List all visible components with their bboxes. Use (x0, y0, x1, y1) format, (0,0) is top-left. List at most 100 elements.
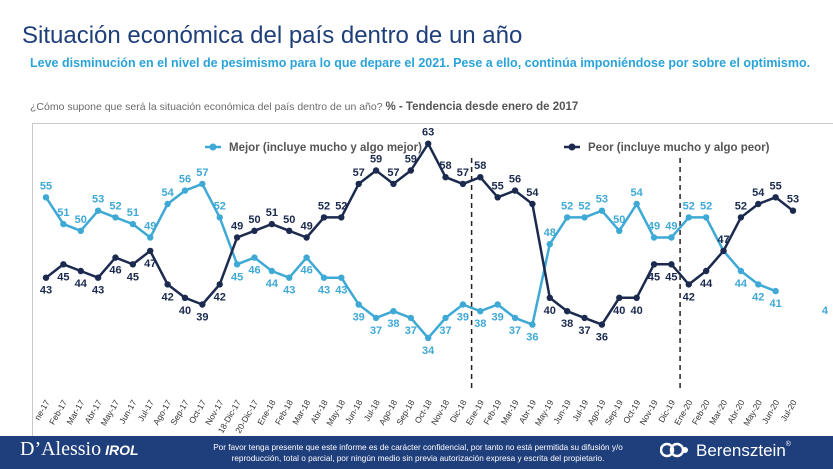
data-point (494, 301, 501, 308)
data-point (233, 234, 241, 241)
data-point (668, 234, 675, 241)
data-point (390, 180, 397, 188)
data-point (42, 194, 50, 201)
dalessio-logo-text: D’Alessio (20, 438, 102, 460)
data-point (338, 214, 345, 221)
data-point (459, 180, 467, 188)
data-label: 57 (387, 167, 399, 179)
data-label: 43 (283, 285, 295, 297)
data-point (164, 281, 171, 288)
data-point (424, 334, 432, 342)
data-label: 52 (700, 200, 712, 212)
data-label: 54 (631, 187, 644, 199)
data-label: 52 (683, 200, 695, 212)
data-point (372, 167, 380, 174)
data-label: 55 (492, 180, 504, 192)
data-point (650, 261, 658, 268)
data-point (251, 254, 258, 261)
data-label: 40 (544, 305, 556, 317)
data-point (286, 274, 293, 281)
data-point (494, 194, 501, 201)
data-point (407, 314, 415, 322)
data-label: 56 (179, 174, 191, 186)
data-label: 37 (509, 325, 521, 337)
data-label: 42 (161, 291, 173, 303)
data-point (60, 261, 67, 268)
data-point (789, 207, 797, 214)
data-label: 42 (683, 291, 695, 303)
data-point (199, 180, 206, 188)
x-tick-label: Mar-20 (707, 398, 729, 427)
data-point (129, 261, 137, 268)
data-label: 36 (596, 332, 608, 344)
data-point (616, 294, 623, 301)
footer-disclaimer: Por favor tenga presente que este inform… (213, 443, 623, 463)
data-label: 49 (665, 221, 677, 233)
data-label: 42 (214, 291, 226, 303)
data-label: 54 (526, 187, 539, 199)
data-label: 54 (161, 187, 174, 199)
data-label: 47 (144, 258, 156, 270)
irol-logo-text: IROL (105, 442, 139, 458)
data-label: 57 (353, 167, 365, 179)
data-label: 59 (405, 154, 417, 166)
data-label: 46 (300, 265, 312, 277)
data-point (268, 267, 276, 275)
data-label: 56 (509, 174, 521, 186)
berensztein-logo: Berensztein® (660, 441, 791, 461)
data-point (563, 214, 571, 221)
data-label: 38 (561, 318, 573, 330)
data-label: 43 (335, 285, 347, 297)
data-point (598, 207, 606, 214)
data-point (181, 294, 189, 301)
data-point (390, 308, 397, 315)
data-label: 49 (648, 221, 660, 233)
data-label: 53 (92, 194, 104, 206)
x-tick-label: Mar-19 (499, 398, 521, 427)
data-label: 40 (631, 305, 643, 317)
data-point (77, 227, 84, 234)
x-tick-label: Jun-19 (551, 398, 573, 426)
data-label: 52 (214, 200, 226, 212)
data-point (286, 227, 293, 234)
data-point (60, 220, 67, 228)
data-point (685, 281, 692, 288)
data-point (320, 214, 328, 221)
data-point (424, 140, 432, 147)
data-point (702, 267, 710, 275)
data-label: 43 (318, 285, 330, 297)
data-label: 44 (75, 278, 88, 290)
data-point (668, 261, 675, 268)
footer-bar (0, 436, 833, 469)
x-tick-label: Jun-18 (343, 398, 365, 426)
data-label: 45 (648, 271, 660, 283)
data-point (546, 294, 553, 301)
data-point (685, 214, 692, 221)
x-tick-label: Jun-17 (117, 398, 139, 426)
data-point (772, 287, 779, 295)
data-point (112, 254, 119, 261)
data-label: 49 (144, 221, 156, 233)
data-label: 57 (196, 167, 208, 179)
data-label: 50 (613, 214, 625, 226)
legend-label: Mejor (incluye mucho y algo mejor) (229, 142, 422, 154)
data-point (320, 274, 328, 281)
data-point (737, 214, 745, 221)
data-label: 44 (700, 278, 713, 290)
data-label: 40 (179, 305, 191, 317)
data-point (616, 227, 623, 234)
data-label: 4 (822, 305, 829, 317)
data-label: 42 (752, 291, 764, 303)
data-label: 49 (231, 221, 243, 233)
data-label: 51 (127, 207, 139, 219)
data-point (94, 274, 102, 281)
data-point (477, 174, 484, 181)
data-label: 57 (457, 167, 469, 179)
x-tick-label: Mar-18 (290, 398, 312, 427)
data-point (147, 234, 154, 241)
data-label: 37 (405, 325, 417, 337)
legend-marker (209, 143, 217, 151)
data-label: 39 (457, 312, 469, 324)
legend-label: Peor (incluye mucho y algo peor) (588, 142, 770, 154)
data-point (216, 214, 223, 221)
